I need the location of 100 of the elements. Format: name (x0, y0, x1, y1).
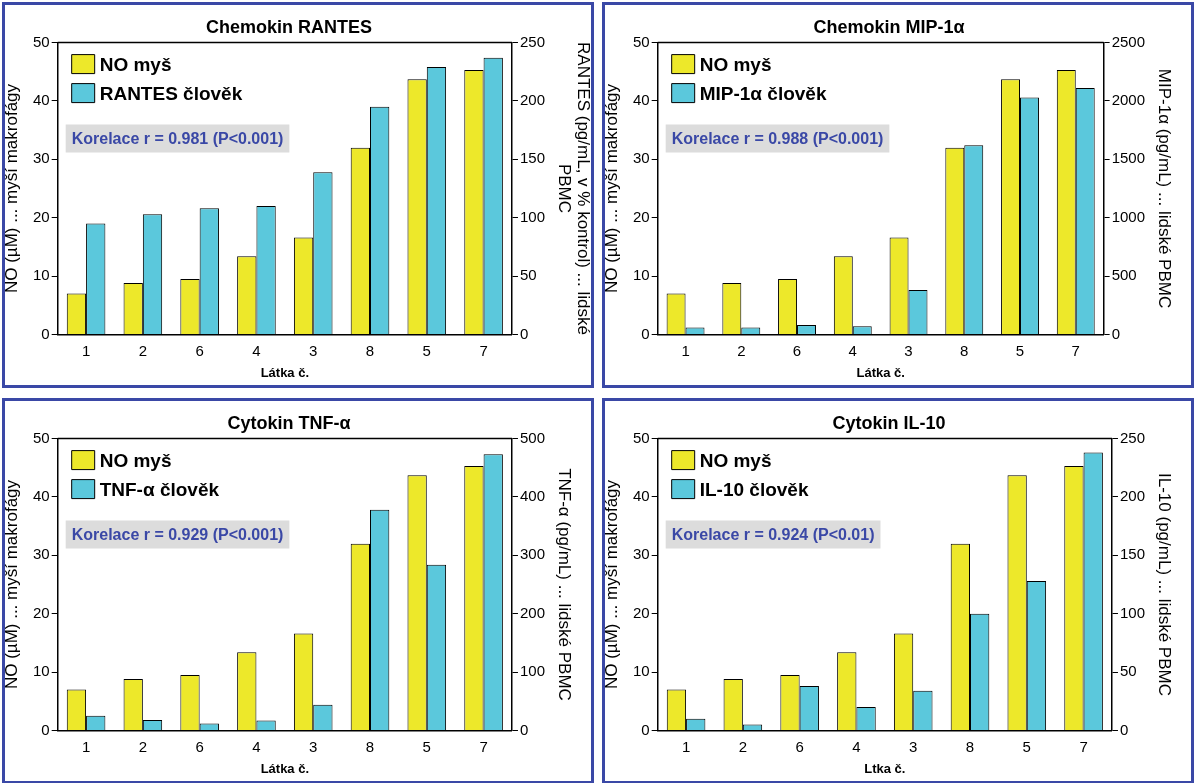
x-tick-label: 3 (309, 341, 318, 359)
y2-tick-label: 1500 (1111, 149, 1146, 167)
y2-tick-label: 200 (1119, 487, 1145, 505)
x-tick-label: 3 (909, 737, 918, 755)
chart-title: Cytokin IL-10 (832, 412, 946, 433)
legend-label: TNF-α člověk (99, 478, 220, 500)
x-tick-label: 6 (195, 737, 204, 755)
x-tick-label: 8 (365, 341, 375, 359)
x-tick-label: 1 (81, 737, 91, 755)
x-tick-label: 6 (792, 341, 802, 359)
x-tick-label: 1 (681, 341, 690, 359)
y-tick-label: 40 (633, 487, 650, 505)
y-tick-label: 40 (33, 91, 50, 109)
y2-axis-title: IL-10 (pg/mL) ... lidské PBMC (1154, 473, 1174, 696)
y2-tick-label: 100 (1119, 603, 1145, 621)
y2-tick-label: 0 (1119, 720, 1129, 738)
x-tick-label: 4 (252, 737, 261, 755)
y-tick-label: 20 (633, 207, 650, 225)
x-tick-label: 1 (681, 737, 691, 755)
y-tick-label: 30 (633, 545, 650, 563)
x-axis-title: Látka č. (856, 364, 905, 380)
y-tick-label: 10 (33, 266, 50, 284)
y2-tick-label: 50 (1119, 662, 1137, 680)
y2-tick-label: 2500 (1111, 32, 1146, 50)
y2-tick-label: 250 (519, 32, 545, 50)
y2-tick-label: 200 (519, 603, 545, 621)
x-axis-title: Ltka č. (864, 760, 906, 776)
legend-label: IL-10 člověk (699, 478, 809, 500)
legend-label: NO myš (99, 53, 172, 75)
y-tick-label: 0 (641, 720, 650, 738)
chart-title: Cytokin TNF-α (227, 412, 351, 433)
x-tick-label: 1 (81, 341, 91, 359)
y-tick-label: 0 (41, 720, 50, 738)
y2-axis-title: TNF-α (pg/mL) ... lidské PBMC (554, 468, 574, 701)
x-tick-label: 2 (138, 341, 148, 359)
x-tick-label: 4 (848, 341, 857, 359)
y2-axis-title: RANTES (pg/mL, v % kontrol) ... lidské PBMC (554, 42, 593, 335)
y2-tick-label: 50 (519, 266, 537, 284)
y2-tick-label: 150 (1119, 545, 1145, 563)
y-tick-label: 20 (33, 603, 50, 621)
x-tick-label: 5 (422, 737, 431, 755)
y-tick-label: 10 (633, 266, 650, 284)
x-tick-label: 4 (252, 341, 261, 359)
x-tick-label: 4 (852, 737, 861, 755)
y2-tick-label: 500 (519, 428, 545, 446)
y2-tick-label: 500 (1111, 266, 1137, 284)
y2-tick-label: 1000 (1111, 207, 1146, 225)
x-tick-label: 7 (479, 341, 488, 359)
legend-label: NO myš (699, 449, 772, 471)
legend-label: NO myš (99, 449, 172, 471)
chart-title: Chemokin RANTES (205, 16, 373, 37)
x-tick-label: 7 (1079, 737, 1088, 755)
x-tick-label: 7 (479, 737, 488, 755)
y2-tick-label: 0 (519, 324, 529, 342)
y-tick-label: 30 (633, 149, 650, 167)
x-tick-label: 2 (138, 737, 148, 755)
x-tick-label: 5 (1022, 737, 1031, 755)
legend-label: RANTES člověk (99, 82, 243, 104)
y-tick-label: 20 (633, 603, 650, 621)
x-tick-label: 8 (365, 737, 375, 755)
y2-tick-label: 400 (519, 487, 545, 505)
legend-label: NO myš (699, 53, 772, 75)
y2-tick-label: 250 (1119, 428, 1145, 446)
y-tick-label: 0 (41, 324, 50, 342)
x-axis-title: Látka č. (260, 364, 310, 380)
y2-tick-label: 150 (519, 149, 545, 167)
y-tick-label: 50 (33, 32, 50, 50)
y2-tick-label: 300 (519, 545, 545, 563)
x-tick-label: 5 (1015, 341, 1025, 359)
y-tick-label: 0 (641, 324, 650, 342)
y-axis-title: NO (µM) ... myší makrofágy (2, 479, 22, 690)
x-tick-label: 5 (422, 341, 431, 359)
y-tick-label: 20 (33, 207, 50, 225)
y-tick-label: 40 (33, 487, 50, 505)
x-tick-label: 8 (960, 341, 969, 359)
y-axis-title: NO (µM) ... myší makrofágy (602, 479, 622, 690)
x-tick-label: 2 (737, 341, 746, 359)
y-axis-title: NO (µM) ... myší makrofágy (602, 83, 622, 294)
y-tick-label: 30 (33, 545, 50, 563)
annotation: Korelace r = 0.988 (P<0.001) (671, 130, 884, 148)
y-tick-label: 30 (33, 149, 50, 167)
x-tick-label: 7 (1071, 341, 1080, 359)
annotation: Korelace r = 0.981 (P<0.001) (71, 130, 284, 148)
y-tick-label: 10 (33, 662, 50, 680)
chart-title: Chemokin MIP-1α (813, 16, 965, 37)
y2-tick-label: 0 (519, 720, 529, 738)
y2-tick-label: 200 (519, 91, 545, 109)
annotation: Korelace r = 0.924 (P<0.01) (671, 526, 875, 544)
y2-tick-label: 0 (1111, 324, 1120, 342)
y-tick-label: 50 (633, 428, 650, 446)
y-tick-label: 50 (33, 428, 50, 446)
x-tick-label: 6 (795, 737, 804, 755)
y-axis-title: NO (µM) ... myší makrofágy (2, 83, 22, 294)
y-tick-label: 40 (633, 91, 650, 109)
y2-tick-label: 100 (519, 207, 545, 225)
y-tick-label: 50 (633, 32, 650, 50)
y2-axis-title: MIP-1α (pg/mL) ... lidské PBMC (1154, 68, 1174, 309)
legend-label: MIP-1α člověk (699, 82, 827, 104)
x-tick-label: 3 (904, 341, 913, 359)
y2-tick-label: 100 (519, 662, 545, 680)
